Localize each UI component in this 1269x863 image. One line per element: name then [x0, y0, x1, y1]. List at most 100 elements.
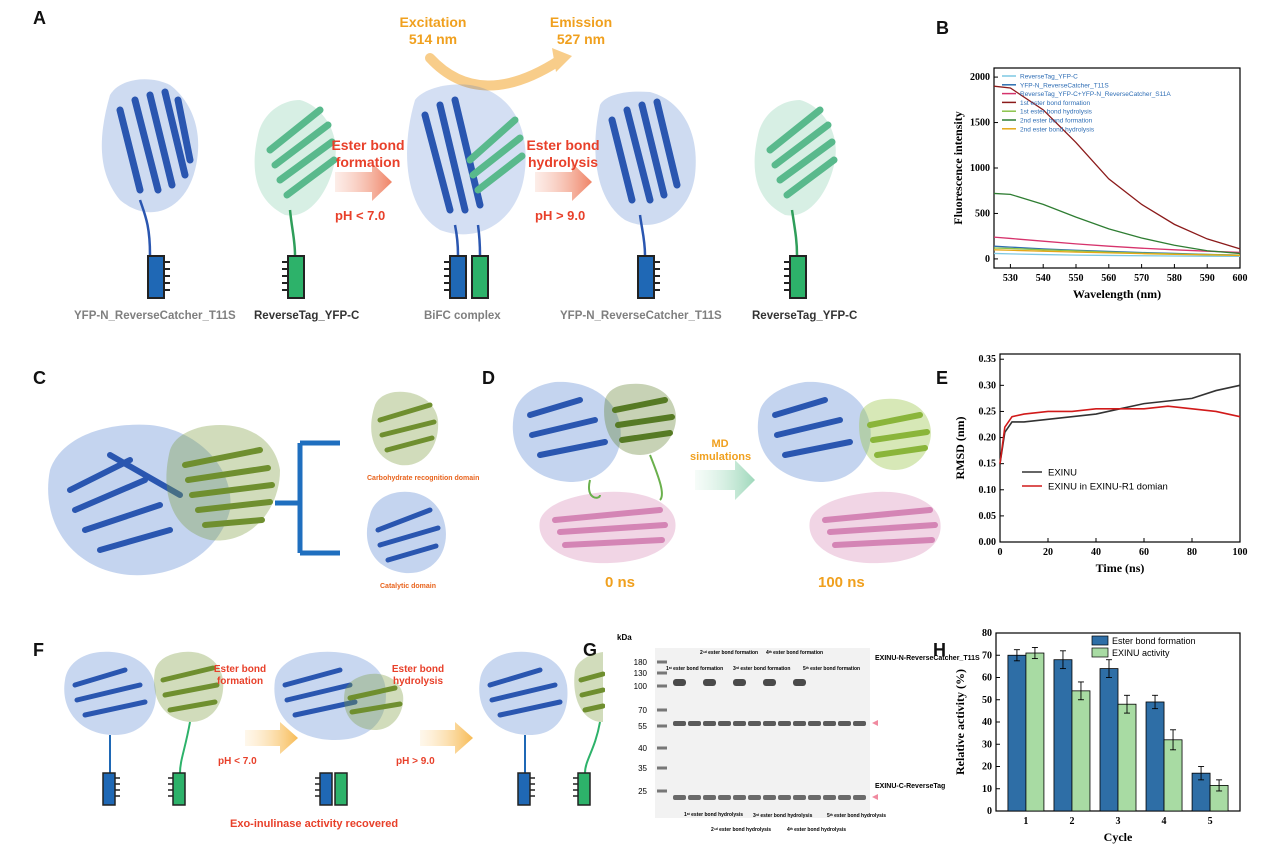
emission-label: Emission 527 nm	[549, 14, 613, 47]
exinu-full-structure	[48, 424, 280, 576]
chart-e-rmsd: 0 20 40 60 80 100 0.00 0.05 0.10 0.15 0.20 0.25 0.30…	[953, 353, 1248, 575]
marker-label-130: 130	[634, 669, 648, 678]
y-tick-label: 40	[982, 717, 992, 728]
reversetag-yfp-c-protein-structure	[254, 100, 338, 256]
panel-label-b: B	[936, 18, 949, 38]
band-upper-arrow	[872, 720, 878, 726]
band-lower	[823, 795, 836, 800]
y-tick-label: 20	[982, 762, 992, 773]
band-complex	[763, 679, 776, 686]
f-enzyme-c-2	[574, 652, 605, 774]
x-tick-label: 5	[1208, 816, 1213, 827]
a-caption-5: ReverseTag_YFP-C	[752, 310, 858, 322]
md-arrow	[695, 460, 755, 500]
bar-1-4	[1145, 701, 1165, 812]
marker-label-70: 70	[638, 706, 647, 715]
band-upper	[748, 721, 761, 726]
y-tick-label: 80	[982, 628, 992, 639]
md-end-structure	[757, 381, 941, 564]
series-line-6	[993, 192, 1241, 255]
a-caption-2: ReverseTag_YFP-C	[254, 310, 360, 322]
a-caption-1: YFP-N_ReverseCatcher_T11S	[74, 310, 236, 322]
x-tick-label: 600	[1233, 273, 1248, 284]
band-lower	[808, 795, 821, 800]
band-upper	[703, 721, 716, 726]
x-tick-label: 580	[1167, 273, 1182, 284]
bar-1-2	[1053, 659, 1073, 812]
y-tick-label: 50	[982, 695, 992, 706]
y-tick-label: 0.05	[979, 511, 997, 522]
marker-label-100: 100	[634, 682, 648, 691]
band-lower	[688, 795, 701, 800]
marker-band	[657, 684, 667, 688]
legend-label-1: EXINU	[1048, 468, 1077, 479]
f-complex	[274, 651, 404, 740]
band-complex	[673, 679, 686, 686]
f-step1-label: Ester bond formation	[213, 664, 267, 687]
bar-2-1	[1025, 652, 1045, 812]
chart-h-activity: 0 10 20 30 40 50 60 70 80 1 2 3 4 5 Cycle Relative acti…	[953, 628, 1241, 844]
crd-label: Carbohydrate recognition domain	[367, 475, 480, 482]
t0-label: 0 ns	[605, 574, 636, 591]
marker-label-25: 25	[638, 787, 647, 796]
x-tick-label: 0	[998, 547, 1003, 558]
arrow-hydrolysis	[535, 163, 592, 201]
x-tick-label: 540	[1036, 273, 1051, 284]
panel-label-d: D	[482, 368, 495, 388]
chart-b-fluorescence: 530 540 550 560 570 580 590 600 0 500 1000 1500 2000…	[951, 67, 1248, 301]
gel-band-upper-label: EXINU-N-ReverseCatcher_T11S	[875, 655, 980, 662]
series-line-4	[993, 85, 1241, 250]
f-enzyme-n	[64, 651, 156, 773]
x-tick-label: 1	[1023, 816, 1028, 827]
band-lower	[778, 795, 791, 800]
f-step2-label: Ester bond hydrolysis	[391, 664, 445, 687]
x-axis-label: Cycle	[1104, 830, 1133, 844]
band-lower	[793, 795, 806, 800]
yfp-n-protein-structure	[101, 79, 199, 256]
band-lower	[703, 795, 716, 800]
f-enzyme-c	[154, 651, 224, 774]
x-tick-label: 550	[1069, 273, 1084, 284]
x-tick-label: 570	[1134, 273, 1149, 284]
t1-label: 100 ns	[818, 574, 865, 591]
band-complex	[703, 679, 716, 686]
anchor-green-2	[784, 255, 807, 299]
panel-label-c: C	[33, 368, 46, 388]
panel-label-h: H	[933, 640, 946, 660]
marker-band	[657, 671, 667, 675]
gel-bottom-label-4: 4ᵗʰ ester bond hydrolysis	[787, 827, 847, 833]
legend-label-2: EXINU activity	[1112, 648, 1170, 658]
band-complex	[793, 679, 806, 686]
series-line-1	[993, 252, 1241, 258]
band-upper	[853, 721, 866, 726]
y-tick-label: 10	[982, 784, 992, 795]
x-tick-label: 590	[1200, 273, 1215, 284]
legend-swatch-1	[1091, 635, 1109, 646]
anchor-green-1	[282, 255, 305, 299]
panel-a-illustration	[101, 48, 838, 299]
x-tick-label: 4	[1162, 816, 1167, 827]
band-lower	[853, 795, 866, 800]
bar-2-4	[1163, 739, 1183, 812]
band-upper	[808, 721, 821, 726]
marker-band	[657, 789, 667, 793]
marker-band	[657, 766, 667, 770]
band-lower	[763, 795, 776, 800]
y-tick-label: 70	[982, 650, 992, 661]
x-tick-label: 40	[1091, 547, 1101, 558]
series-line-3	[993, 236, 1241, 254]
legend-label-6: 2nd ester bond formation	[1020, 118, 1093, 125]
gel-top-label-5: 5ᵗʰ ester bond formation	[803, 666, 861, 672]
panel-d-illustration	[512, 381, 941, 564]
a-caption-4: YFP-N_ReverseCatcher_T11S	[560, 310, 722, 322]
anchor-blue-1	[147, 255, 170, 299]
a-caption-3: BiFC complex	[424, 310, 501, 322]
y-tick-label: 30	[982, 739, 992, 750]
y-tick-label: 2000	[970, 72, 990, 83]
band-upper	[763, 721, 776, 726]
bar-2-2	[1071, 690, 1091, 812]
marker-label-55: 55	[638, 722, 647, 731]
band-upper	[733, 721, 746, 726]
md-start-structure	[512, 381, 676, 564]
y-tick-label: 0	[987, 806, 992, 817]
